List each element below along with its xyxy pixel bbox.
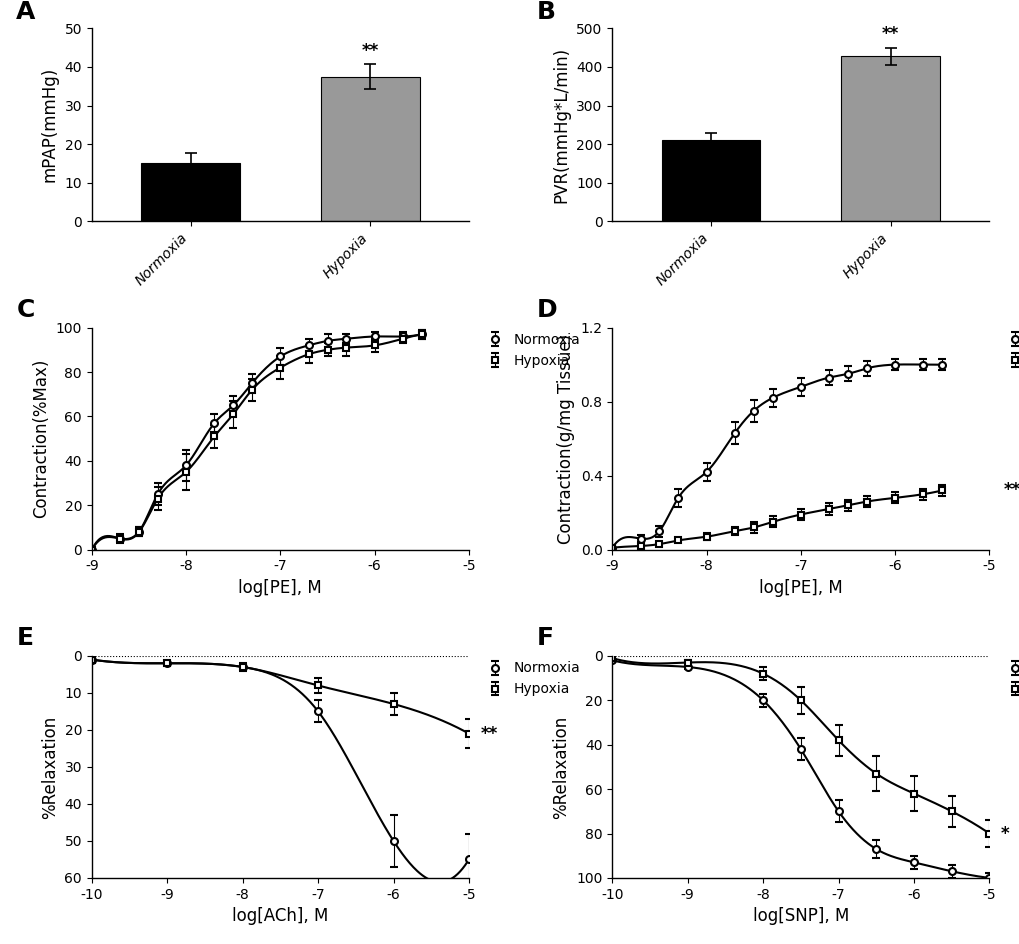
Text: B: B xyxy=(536,0,555,24)
X-axis label: log[ACh], M: log[ACh], M xyxy=(232,907,328,925)
Text: E: E xyxy=(16,626,34,649)
Y-axis label: mPAP(mmHg): mPAP(mmHg) xyxy=(41,67,59,182)
Y-axis label: Contraction(%Max): Contraction(%Max) xyxy=(33,359,50,518)
Y-axis label: Contraction(g/mg Tissue): Contraction(g/mg Tissue) xyxy=(556,333,575,544)
Y-axis label: %Relaxation: %Relaxation xyxy=(41,716,59,818)
Text: **: ** xyxy=(881,25,899,43)
Legend: Normoxia, Hypoxia: Normoxia, Hypoxia xyxy=(476,656,586,702)
Legend: Normoxia, Hypoxia: Normoxia, Hypoxia xyxy=(476,328,586,374)
X-axis label: log[SNP], M: log[SNP], M xyxy=(752,907,848,925)
Bar xyxy=(320,76,419,222)
Text: *: * xyxy=(1000,824,1009,842)
Text: F: F xyxy=(536,626,553,649)
Y-axis label: PVR(mmHg*L/min): PVR(mmHg*L/min) xyxy=(552,47,570,203)
X-axis label: log[PE], M: log[PE], M xyxy=(758,579,842,597)
Bar xyxy=(841,56,940,222)
Y-axis label: %Relaxation: %Relaxation xyxy=(552,716,570,818)
Text: **: ** xyxy=(1003,481,1019,499)
Legend: Normoxia, Hypoxia: Normoxia, Hypoxia xyxy=(996,328,1019,374)
Text: A: A xyxy=(16,0,36,24)
X-axis label: log[PE], M: log[PE], M xyxy=(238,579,322,597)
Bar xyxy=(661,140,760,222)
Text: C: C xyxy=(16,297,35,322)
Text: D: D xyxy=(536,297,557,322)
Text: **: ** xyxy=(361,42,378,59)
Bar xyxy=(141,163,239,222)
Legend: Normoxia, Hypoxia: Normoxia, Hypoxia xyxy=(996,656,1019,702)
Text: **: ** xyxy=(480,725,497,743)
